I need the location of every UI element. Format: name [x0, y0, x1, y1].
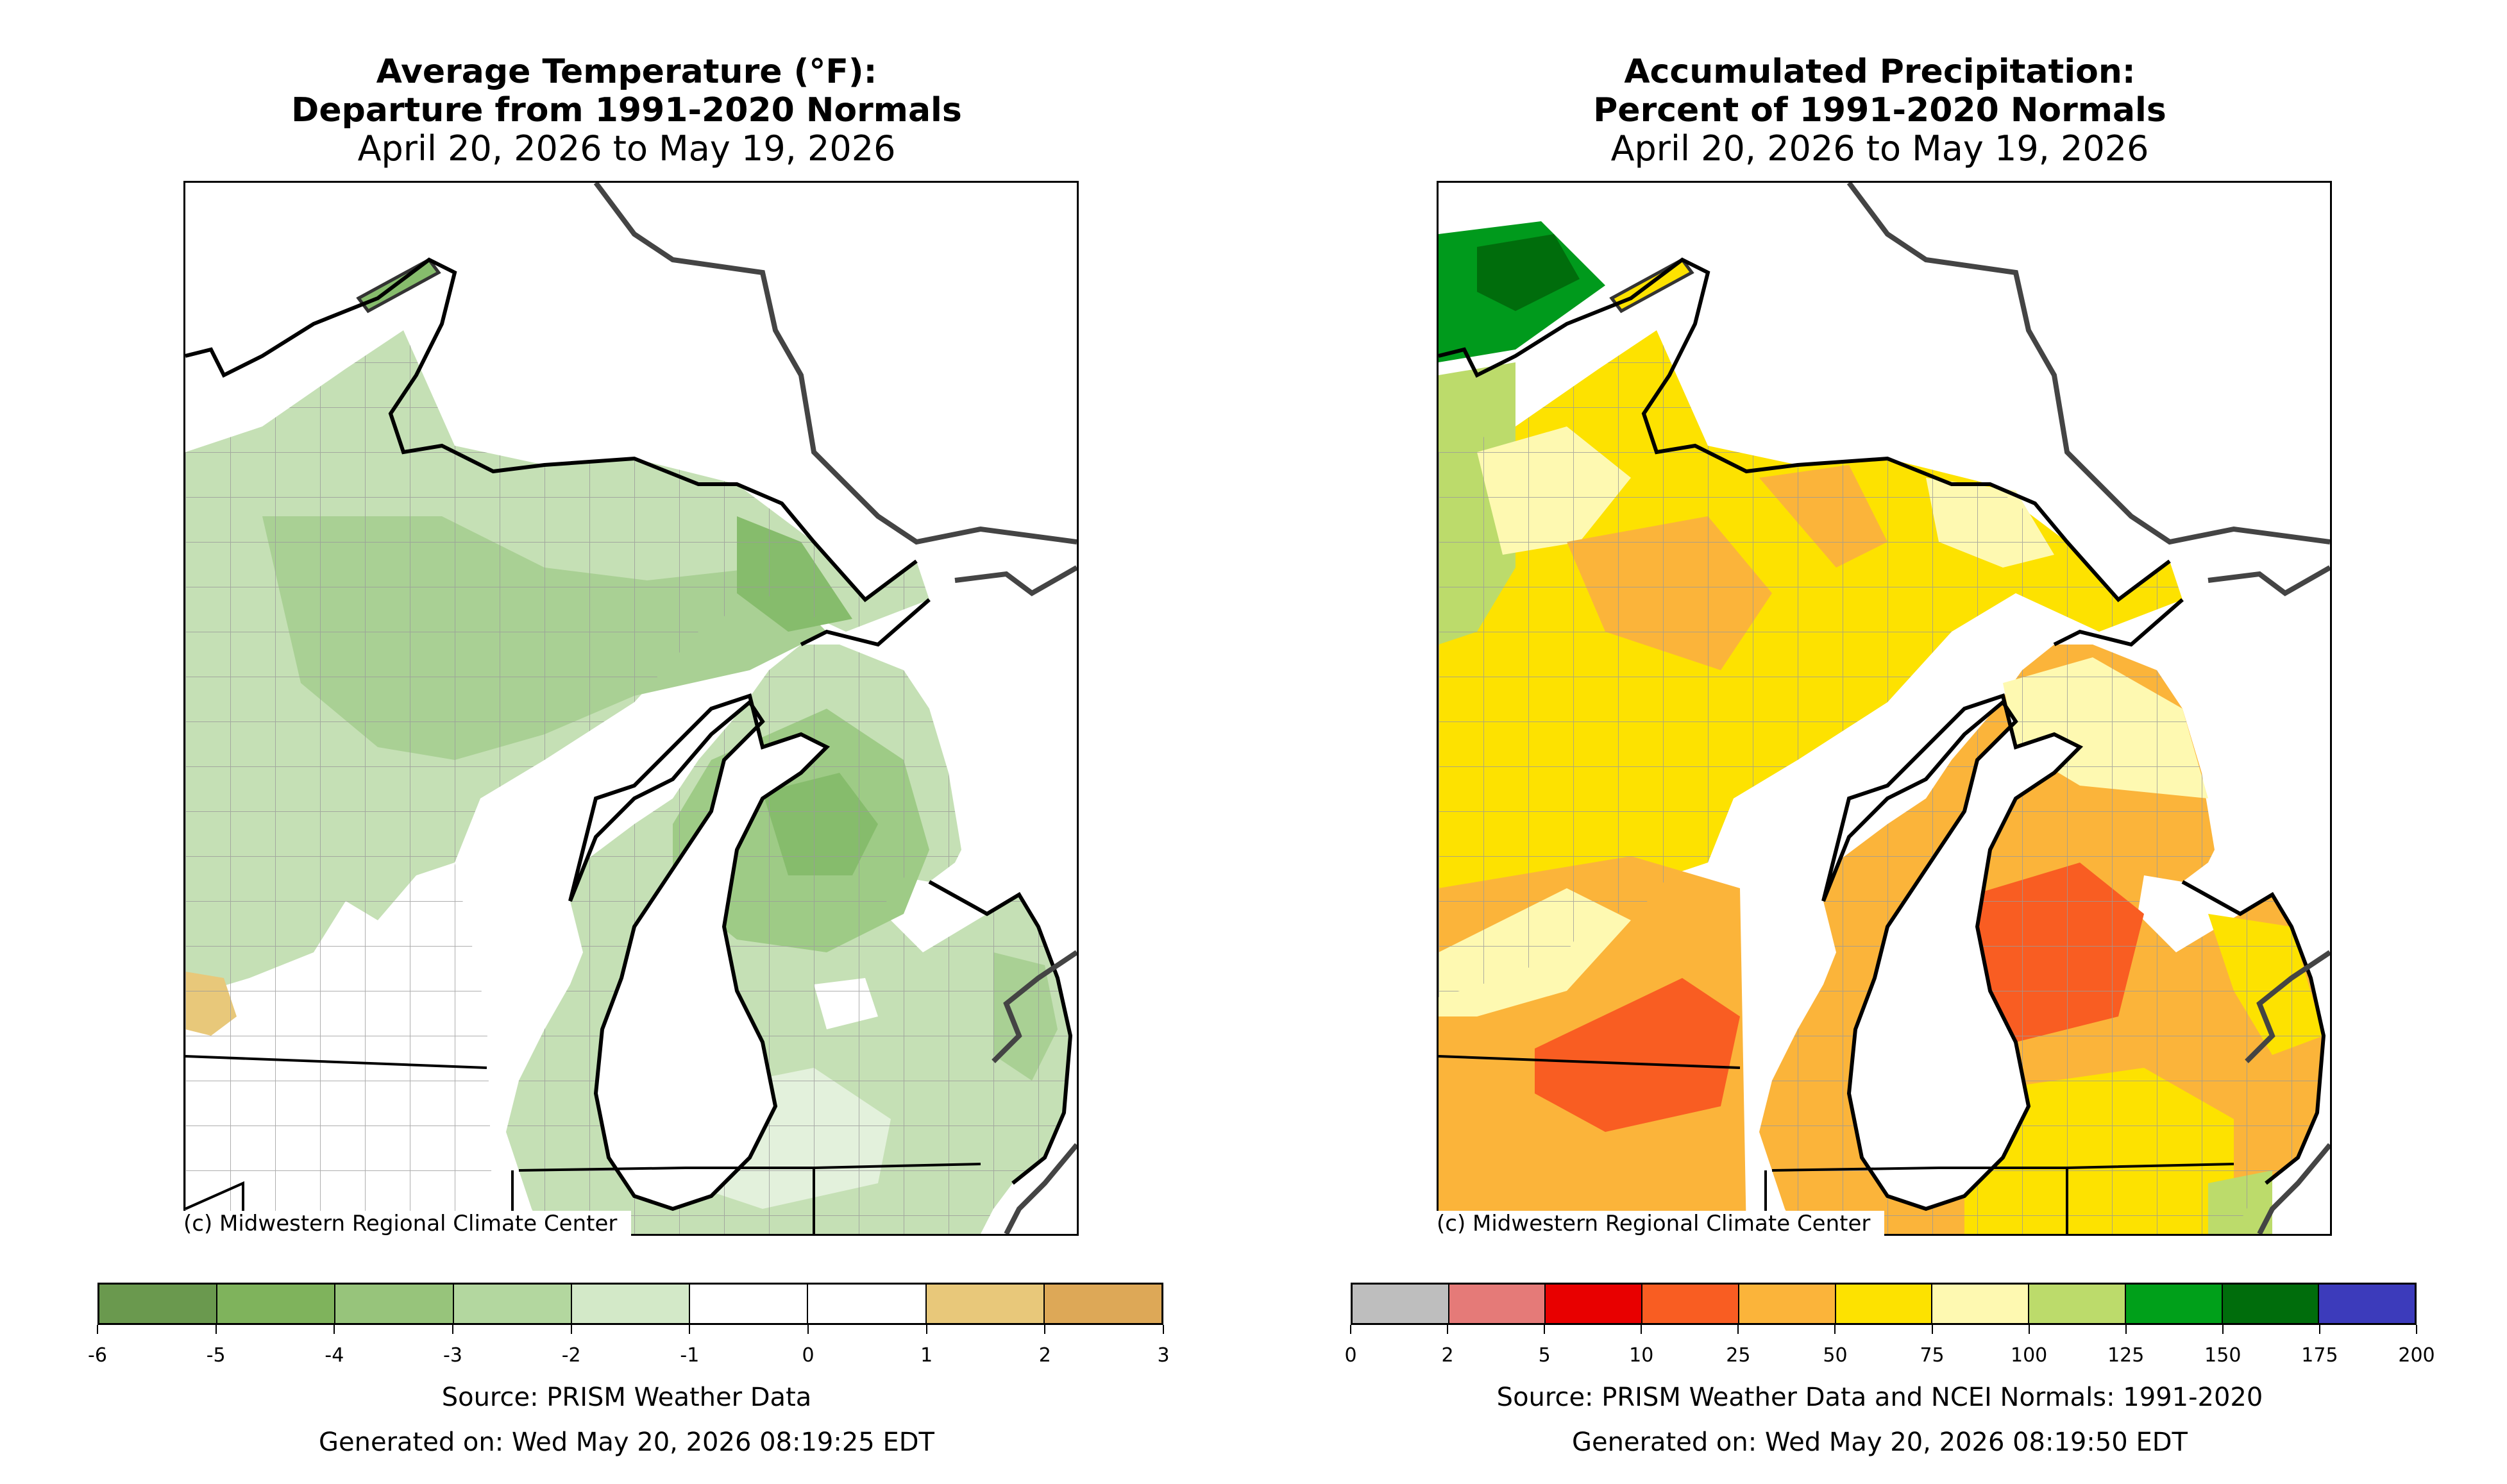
colorbar-tick	[925, 1325, 927, 1334]
map-title-line2: Percent of 1991-2020 Normals	[1593, 91, 2166, 130]
colorbar-segment	[1739, 1285, 1836, 1323]
colorbar-tick	[333, 1325, 335, 1334]
state-border-mi-in-oh	[1771, 1163, 2234, 1234]
colorbar-segment	[453, 1285, 572, 1323]
temperature-map	[183, 181, 1079, 1236]
colorbar-tick	[1544, 1325, 1546, 1334]
colorbar-segment	[1836, 1285, 1933, 1323]
colorbar-segment	[1642, 1285, 1739, 1323]
colorbar-segment	[2029, 1285, 2126, 1323]
map-credit: (c) Midwestern Regional Climate Center	[183, 1211, 632, 1236]
canada-border	[1846, 183, 2330, 545]
generated-timestamp: Generated on: Wed May 20, 2026 08:19:25 …	[319, 1428, 934, 1457]
precipitation-colorbar	[1351, 1283, 2417, 1325]
colorbar-tick	[2028, 1325, 2030, 1334]
temperature-colorbar	[97, 1283, 1163, 1325]
map-date-range: April 20, 2026 to May 19, 2026	[357, 128, 896, 169]
colorbar-tick	[2416, 1325, 2417, 1334]
colorbar-tick-label: 50	[1823, 1344, 1848, 1367]
colorbar-tick	[1834, 1325, 1836, 1334]
colorbar-tick-label: 5	[1538, 1344, 1551, 1367]
colorbar-segment	[2125, 1285, 2223, 1323]
colorbar-segment	[335, 1285, 454, 1323]
colorbar-tick	[97, 1325, 98, 1334]
colorbar-tick	[1931, 1325, 1933, 1334]
colorbar-tick	[2125, 1325, 2127, 1334]
colorbar-tick-label: -6	[88, 1344, 107, 1367]
colorbar-tick	[452, 1325, 453, 1334]
colorbar-segment	[1546, 1285, 1643, 1323]
state-border-mi-in-oh	[518, 1163, 981, 1234]
colorbar-tick	[1447, 1325, 1449, 1334]
colorbar-tick-label: -5	[206, 1344, 226, 1367]
colorbar-segment	[926, 1285, 1045, 1323]
colorbar-tick-label: -4	[325, 1344, 344, 1367]
precipitation-map-graphic	[1439, 183, 2330, 1234]
state-border-wi-il	[185, 1055, 487, 1069]
data-source: Source: PRISM Weather Data	[441, 1383, 812, 1412]
colorbar-tick	[1641, 1325, 1642, 1334]
colorbar-tick-label: 10	[1629, 1344, 1654, 1367]
colorbar-tick-label: 2	[1038, 1344, 1051, 1367]
colorbar-segment	[217, 1285, 336, 1323]
colorbar-tick-label: 150	[2204, 1344, 2241, 1367]
colorbar-tick-label: 0	[1344, 1344, 1357, 1367]
colorbar-tick	[1163, 1325, 1164, 1334]
map-title-line1: Average Temperature (°F):	[376, 53, 877, 91]
colorbar-tick-label: 125	[2107, 1344, 2145, 1367]
colorbar-tick-label: 3	[1157, 1344, 1170, 1367]
lake-superior-shoreline	[185, 257, 918, 603]
temperature-map-graphic	[185, 183, 1077, 1234]
map-date-range: April 20, 2026 to May 19, 2026	[1610, 128, 2149, 169]
colorbar-tick	[807, 1325, 809, 1334]
colorbar-tick-label: 75	[1920, 1344, 1945, 1367]
colorbar-tick	[1737, 1325, 1739, 1334]
colorbar-segment	[571, 1285, 691, 1323]
temperature-map-panel: Average Temperature (°F): Departure from…	[0, 0, 1253, 1484]
colorbar-segment	[1932, 1285, 2030, 1323]
colorbar-tick-label: 0	[802, 1344, 815, 1367]
colorbar-tick	[215, 1325, 217, 1334]
precipitation-map-panel: Accumulated Precipitation: Percent of 19…	[1253, 0, 2506, 1484]
data-source: Source: PRISM Weather Data and NCEI Norm…	[1496, 1383, 2263, 1412]
colorbar-segment	[99, 1285, 218, 1323]
lake-michigan	[568, 693, 831, 1211]
colorbar-tick	[689, 1325, 691, 1334]
colorbar-tick-label: 200	[2398, 1344, 2435, 1367]
colorbar-tick-label: -1	[680, 1344, 700, 1367]
generated-timestamp: Generated on: Wed May 20, 2026 08:19:50 …	[1572, 1428, 2188, 1457]
precipitation-colorbar-ticks: 0 2 5 10 25 50 75 100 125 150 175 200	[1344, 1325, 2435, 1367]
map-title-line2: Departure from 1991-2020 Normals	[291, 91, 962, 130]
colorbar-tick-label: 100	[2010, 1344, 2048, 1367]
colorbar-segment	[1353, 1285, 1449, 1323]
state-border-wi-il	[1439, 1055, 1741, 1069]
canada-border	[593, 183, 1077, 545]
colorbar-tick	[2318, 1325, 2320, 1334]
map-credit: (c) Midwestern Regional Climate Center	[1437, 1211, 1885, 1236]
colorbar-tick	[570, 1325, 572, 1334]
colorbar-tick-label: -2	[561, 1344, 581, 1367]
colorbar-tick	[1044, 1325, 1046, 1334]
colorbar-tick	[2222, 1325, 2224, 1334]
colorbar-segment	[1449, 1285, 1546, 1323]
colorbar-tick	[1350, 1325, 1351, 1334]
colorbar-tick-label: 25	[1726, 1344, 1751, 1367]
colorbar-tick-label: 175	[2301, 1344, 2338, 1367]
colorbar-tick-label: -3	[443, 1344, 462, 1367]
precipitation-map	[1437, 181, 2332, 1236]
colorbar-segment	[690, 1285, 809, 1323]
map-title-line1: Accumulated Precipitation:	[1624, 53, 2136, 91]
colorbar-segment	[1044, 1285, 1161, 1323]
colorbar-tick-label: 1	[920, 1344, 933, 1367]
colorbar-tick-label: 2	[1441, 1344, 1454, 1367]
colorbar-segment	[808, 1285, 927, 1323]
temperature-colorbar-ticks: -6 -5 -4 -3 -2 -1 0 1 2 3	[88, 1325, 1170, 1367]
colorbar-segment	[2222, 1285, 2320, 1323]
lake-superior-shoreline	[1439, 257, 2171, 603]
lake-michigan	[1821, 693, 2084, 1211]
colorbar-segment	[2319, 1285, 2415, 1323]
